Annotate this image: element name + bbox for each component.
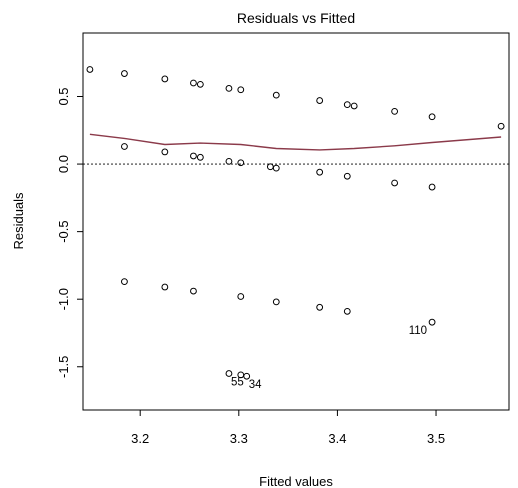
- point-label-55: 55: [231, 377, 244, 389]
- data-point-5: [161, 75, 169, 83]
- data-point-37: [497, 122, 505, 130]
- data-point-36: [428, 318, 436, 326]
- data-point-16: [237, 86, 245, 94]
- data-point-29: [343, 172, 351, 180]
- smooth-line-layer: [89, 133, 502, 151]
- data-point-31: [350, 102, 358, 110]
- data-point-2: [121, 70, 128, 77]
- data-point-10: [190, 287, 197, 295]
- data-points-layer: [86, 66, 505, 380]
- data-point-23: [272, 164, 280, 172]
- data-point-14: [225, 157, 233, 165]
- data-point-27: [316, 303, 324, 311]
- data-point-22: [272, 91, 280, 99]
- data-point-35: [428, 183, 436, 191]
- y-tick-label--1.5: -1.5: [56, 356, 71, 378]
- data-point-33: [391, 179, 399, 187]
- x-tick-label-3.4: 3.4: [328, 431, 346, 446]
- data-point-4: [121, 278, 128, 286]
- point-label-110: 110: [409, 325, 427, 337]
- point-label-34: 34: [249, 379, 262, 391]
- data-point-9: [190, 152, 197, 160]
- y-axis-title: Residuals: [11, 192, 26, 250]
- y-tick-label--1.0: -1.0: [56, 288, 71, 310]
- data-point-8: [190, 79, 197, 87]
- y-tick-label-0.5: 0.5: [56, 87, 71, 105]
- data-point-13: [225, 85, 233, 92]
- data-point-17: [237, 159, 245, 167]
- data-point-32: [391, 107, 399, 115]
- y-tick-label-0.0: 0.0: [56, 155, 71, 173]
- data-point-6: [161, 148, 169, 156]
- data-point-24: [272, 298, 280, 306]
- x-tick-label-3.5: 3.5: [427, 431, 445, 446]
- data-point-12: [196, 153, 204, 161]
- point-labels-layer: 110 55 34: [231, 325, 427, 391]
- chart-title: Residuals vs Fitted: [237, 10, 355, 26]
- x-axis-title: Fitted values: [259, 474, 333, 488]
- data-point-11: [196, 80, 204, 88]
- data-point-7: [161, 283, 169, 291]
- x-axis: 3.2 3.3 3.4 3.5: [131, 410, 445, 446]
- smooth-trend-line: [89, 133, 502, 151]
- data-point-26: [316, 168, 324, 176]
- plot-area-frame: [82, 32, 510, 411]
- data-point-18: [237, 293, 245, 300]
- data-point-1: [86, 66, 94, 73]
- data-point-28: [343, 101, 351, 109]
- x-tick-label-3.2: 3.2: [131, 431, 149, 446]
- data-point-25: [316, 97, 324, 104]
- x-tick-label-3.3: 3.3: [230, 431, 248, 446]
- y-axis: 0.5 0.0 -0.5 -1.0 -1.5: [56, 87, 83, 378]
- data-point-15: [225, 370, 233, 377]
- data-point-3: [121, 143, 128, 150]
- data-point-30: [343, 307, 351, 315]
- y-tick-label--0.5: -0.5: [56, 220, 71, 242]
- data-point-21: [266, 163, 274, 171]
- data-point-34: [428, 113, 436, 121]
- data-point-20: [243, 372, 251, 380]
